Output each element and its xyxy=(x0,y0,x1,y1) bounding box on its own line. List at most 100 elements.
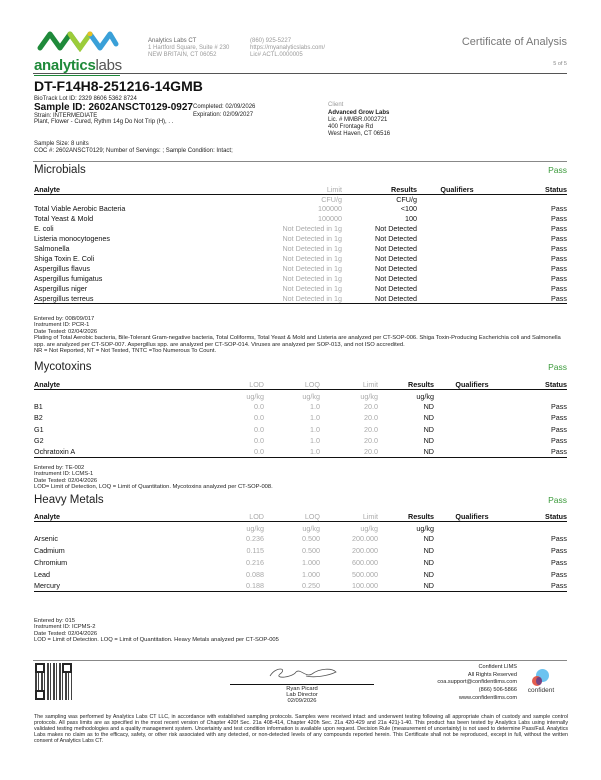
mycotoxins-notes: Entered by: TE-002 Instrument ID: LCMS-1 D… xyxy=(34,465,568,491)
analyte-cell: Ochratoxin A xyxy=(34,446,224,458)
table-row: B1 0.0 1.0 20.0 ND Pass xyxy=(34,401,567,412)
value-cell: 0.500 xyxy=(302,546,320,556)
status-cell: Pass xyxy=(551,546,567,556)
value-cell: 1.0 xyxy=(310,436,320,446)
column-header: Limit xyxy=(320,379,378,390)
value-cell: 1.000 xyxy=(302,557,320,567)
completed-date: Completed: 02/09/2026 xyxy=(193,104,256,110)
analyte-cell: Chromium xyxy=(34,557,68,567)
lab-address: 1 Hartford Square, Suite # 230 xyxy=(148,45,230,51)
sign-date: 02/09/2026 xyxy=(287,698,317,704)
client-city: West Haven, CT 06516 xyxy=(328,131,391,137)
value-cell xyxy=(417,234,497,244)
analyte-cell: Total Yeast & Mold xyxy=(34,214,94,223)
microbials-table: Analyte Limit Results Qualifiers Status CFU/g… xyxy=(34,184,567,304)
status-cell: Pass xyxy=(551,413,567,423)
unit-cell xyxy=(34,521,224,533)
value-cell: 20.0 xyxy=(364,436,378,446)
analyte-cell: Aspergillus niger xyxy=(34,284,88,293)
unit-cell: ug/kg xyxy=(416,524,434,533)
microbials-status: Pass xyxy=(548,165,567,175)
value-cell: Not Detected in 1g xyxy=(282,264,342,273)
value-cell: 0.115 xyxy=(246,546,264,556)
heavy-metals-title: Heavy Metals xyxy=(34,494,104,506)
unit-cell: ug/kg xyxy=(246,524,264,533)
result-cell: ND xyxy=(378,580,434,593)
value-cell: 1.0 xyxy=(264,446,320,458)
qualifier-cell xyxy=(434,412,510,423)
value-cell: 0.216 xyxy=(246,557,264,567)
unit-cell: ug/kg xyxy=(416,392,434,401)
column-header: Status xyxy=(497,184,567,195)
qualifier-cell xyxy=(434,580,510,593)
result-cell: Pass xyxy=(551,204,567,213)
analyte-cell: G1 xyxy=(34,424,44,434)
note-line: Instrument ID: ICPMS-2 xyxy=(34,624,96,631)
column-header: Analyte xyxy=(34,184,272,195)
value-cell: 20.0 xyxy=(320,446,378,458)
units-row: ug/kg ug/kg ug/kg ug/kg xyxy=(34,389,567,401)
column-header: Qualifiers xyxy=(434,379,510,390)
column-header: Limit xyxy=(272,184,342,195)
qualifier-cell xyxy=(434,557,510,569)
table-row: Total Viable Aerobic Bacteria 100000 <100 P… xyxy=(34,204,567,214)
analyte-cell: Aspergillus fumigatus xyxy=(34,274,103,283)
analyte-cell: Total Viable Aerobic Bacteria xyxy=(34,204,126,213)
lims-email[interactable]: coa.support@confidentlims.com xyxy=(437,679,517,686)
value-cell: 0.0 xyxy=(224,446,264,458)
note-line: Date Tested: 02/04/2026 xyxy=(34,328,98,335)
value-cell: 1.0 xyxy=(310,402,320,412)
analyte-cell: Salmonella xyxy=(34,244,70,253)
signature-line xyxy=(230,684,374,685)
value-cell: 0.088 xyxy=(246,569,264,579)
value-cell: 100000 xyxy=(318,204,342,213)
result-cell: Pass xyxy=(551,244,567,253)
result-cell: Pass xyxy=(551,264,567,273)
lab-city: NEW BRITAIN, CT 06052 xyxy=(148,52,217,58)
qr-code[interactable] xyxy=(35,663,72,700)
note-line: Entered by: 008/09/017 xyxy=(34,316,95,322)
result-cell: Pass xyxy=(551,224,567,233)
unit-cell: ug/kg xyxy=(302,392,320,401)
value-cell: 20.0 xyxy=(364,402,378,412)
page-number: 5 of 5 xyxy=(553,61,567,67)
lab-contact: (860) 925-5227 https://myanalyticslabs.c… xyxy=(250,38,325,59)
unit-cell: ug/kg xyxy=(360,524,378,533)
column-header: Status xyxy=(510,511,567,522)
strain: Strain: INTERMEDIATE xyxy=(34,113,98,119)
lab-website[interactable]: https://myanalyticslabs.com/ xyxy=(250,45,326,51)
column-header: Status xyxy=(510,379,567,390)
value-cell: 200.000 xyxy=(352,534,378,544)
client-address: 400 Frontage Rd xyxy=(328,124,374,130)
analyte-cell: B2 xyxy=(34,413,43,423)
value-cell xyxy=(417,284,497,294)
table-row: Total Yeast & Mold 100000 100 Pass xyxy=(34,214,567,224)
status-cell: Pass xyxy=(510,446,567,458)
table-row: Listeria monocytogenes Not Detected in 1g… xyxy=(34,234,567,244)
unit-cell xyxy=(34,389,224,401)
table-row: E. coli Not Detected in 1g Not Detected Pas… xyxy=(34,224,567,234)
column-header: Limit xyxy=(320,511,378,522)
units-row: ug/kg ug/kg ug/kg ug/kg xyxy=(34,521,567,533)
lims-website[interactable]: www.confidentlims.com xyxy=(458,694,517,701)
analyte-cell: G2 xyxy=(34,436,44,446)
heavy-metals-notes: Entered by: 015 Instrument ID: ICPMS-2 Dat… xyxy=(34,618,568,644)
client-label: Client xyxy=(328,102,344,108)
unit-cell xyxy=(434,521,510,533)
sample-size: Sample Size: 8 units xyxy=(34,141,89,147)
unit-cell: ug/kg xyxy=(246,392,264,401)
column-header: Results xyxy=(342,184,417,195)
client-license: Lic. # MMBR.0002721 xyxy=(328,117,388,123)
client-block: Client Advanced Grow Labs Lic. # MMBR.00… xyxy=(328,102,390,138)
logo-text-light: labs xyxy=(95,57,123,74)
logo-text-bold: analytics xyxy=(34,57,96,74)
analyte-cell: Shiga Toxin E. Coli xyxy=(34,254,95,263)
qualifier-cell xyxy=(434,446,510,458)
value-cell xyxy=(417,244,497,254)
table-row: G1 0.0 1.0 20.0 ND Pass xyxy=(34,424,567,435)
sample-id: Sample ID: 2602ANSCT0129-0927 xyxy=(34,102,193,113)
value-cell: 1.0 xyxy=(310,424,320,434)
value-cell: Not Detected xyxy=(375,234,417,243)
document-title: Certificate of Analysis xyxy=(461,36,567,48)
note-line: Date Tested: 02/04/2026 xyxy=(34,477,98,484)
